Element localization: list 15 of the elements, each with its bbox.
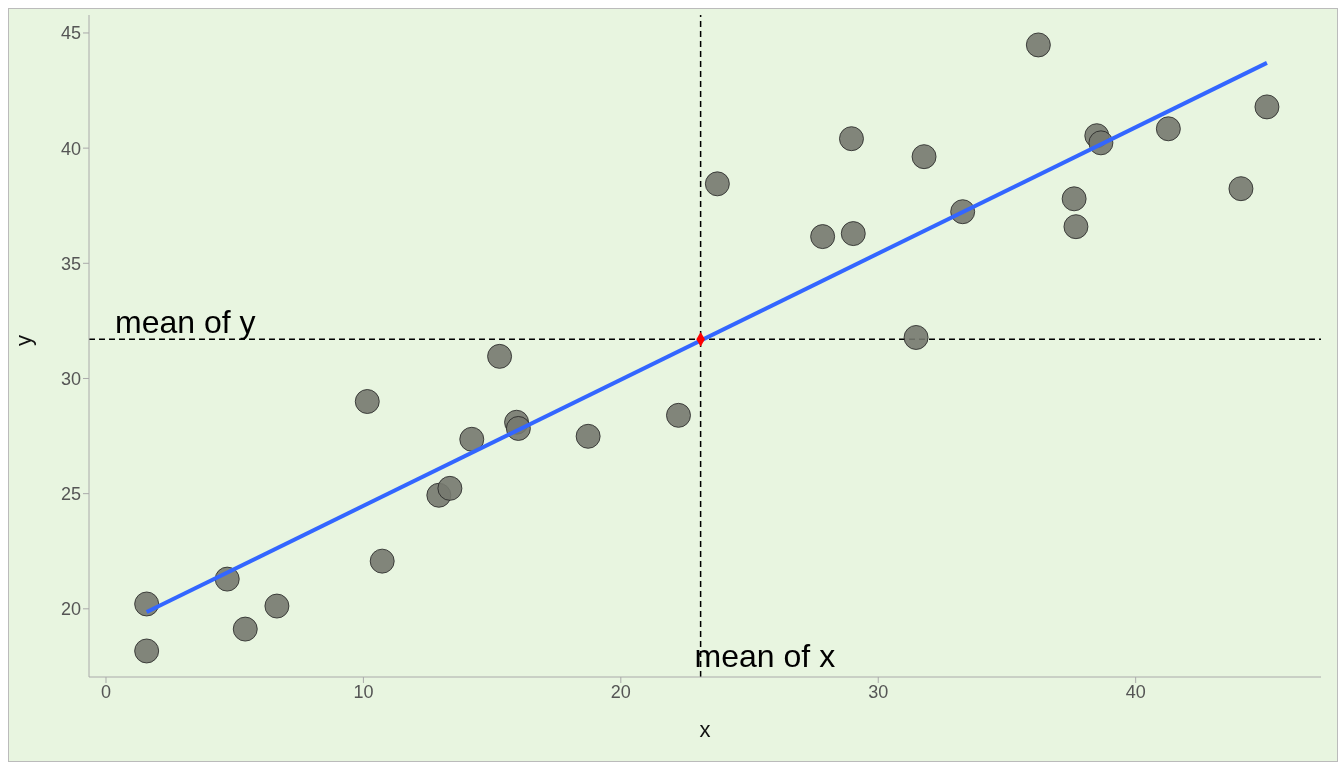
x-tick-label: 0 (100, 681, 111, 702)
y-axis-title: y (10, 335, 36, 346)
x-tick-label: 20 (610, 681, 631, 702)
x-tick-label: 40 (1125, 681, 1146, 702)
x-axis-title: x (699, 717, 711, 742)
y-tick-label: 20 (60, 599, 81, 620)
y-tick-label: 40 (60, 138, 81, 159)
ref-line-label: mean of y (115, 304, 256, 341)
x-tick-label: 30 (868, 681, 889, 702)
y-tick-label: 45 (60, 23, 81, 44)
y-tick-label: 25 (60, 484, 81, 505)
x-tick-label: 10 (353, 681, 374, 702)
y-tick-label: 30 (60, 368, 81, 389)
ref-line-label: mean of x (694, 638, 836, 674)
y-tick-label: 35 (60, 253, 81, 274)
